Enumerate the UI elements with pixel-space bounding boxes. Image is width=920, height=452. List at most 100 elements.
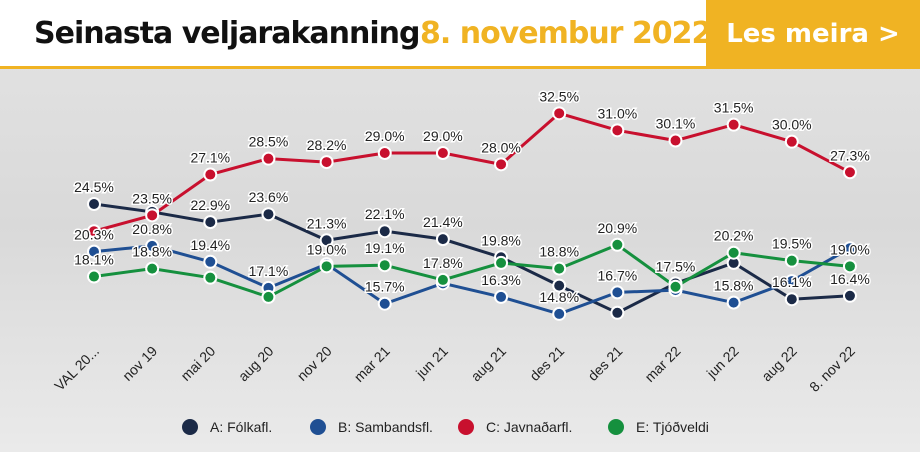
x-tick-label: jun 22	[703, 343, 742, 382]
point	[87, 269, 101, 284]
legend-marker	[608, 419, 624, 435]
labels: 24.5% 22.9% 23.6% 21.3% 22.1% 21.4% 19.8% 17.5%…	[73, 87, 872, 307]
value-label: 23.6%	[249, 189, 289, 205]
x-tick-label: mai 20	[177, 343, 218, 384]
x-tick-label: nov 19	[119, 343, 160, 384]
value-label: 21.3%	[307, 215, 347, 231]
point	[435, 272, 450, 287]
value-label: 20.8%	[132, 221, 172, 237]
legend-label: E: Tjóðveldi	[636, 419, 709, 435]
value-label: 27.3%	[830, 147, 870, 163]
point	[377, 146, 392, 160]
point	[377, 224, 392, 239]
point	[610, 285, 625, 300]
point	[145, 238, 160, 253]
point	[203, 254, 218, 269]
read-more-button[interactable]: Les meira >	[706, 0, 920, 69]
x-tick-label: des 21	[584, 343, 625, 384]
point	[494, 289, 509, 304]
series-line	[93, 243, 851, 299]
legend-label: B: Sambandsfl.	[338, 419, 433, 435]
x-tick-label: nov 20	[294, 343, 335, 384]
point	[610, 123, 625, 138]
point	[377, 296, 392, 311]
x-tick-label: 8. nov 22	[806, 343, 858, 395]
point	[145, 261, 160, 276]
value-label: 19.8%	[481, 232, 521, 248]
point	[668, 133, 683, 148]
value-label: 16.4%	[830, 271, 870, 287]
value-label: 15.7%	[365, 279, 405, 295]
point	[842, 165, 857, 180]
point	[552, 306, 567, 321]
point	[784, 134, 799, 149]
value-label: 19.4%	[190, 237, 230, 253]
x-tick-label: aug 20	[235, 343, 277, 385]
x-tick-label: aug 21	[468, 343, 510, 385]
value-label: 28.0%	[481, 139, 521, 155]
point	[203, 215, 218, 230]
header: Seinasta veljarakanning 8. novembur 2022…	[0, 0, 920, 69]
value-label: 22.9%	[190, 197, 230, 213]
value-label: 29.0%	[423, 128, 463, 144]
value-label: 19.0%	[307, 241, 347, 257]
point	[435, 232, 450, 247]
point	[552, 106, 567, 121]
series-line	[93, 111, 851, 233]
point	[842, 241, 857, 256]
point	[610, 237, 625, 252]
series-line	[93, 244, 851, 316]
value-label: 28.5%	[249, 134, 289, 150]
date: 8. novembur 2022	[420, 16, 712, 51]
value-label: 17.1%	[249, 263, 289, 279]
series-line	[93, 202, 851, 315]
value-label: 19.1%	[365, 240, 405, 256]
x-tick-label: jun 21	[412, 343, 451, 382]
point	[87, 197, 101, 211]
point	[87, 224, 101, 239]
value-label: 20.9%	[597, 220, 637, 236]
value-label: 19.0%	[830, 241, 870, 257]
value-label: 30.1%	[656, 116, 696, 132]
points	[87, 106, 857, 321]
value-label: 22.1%	[365, 206, 405, 222]
legend-marker	[458, 419, 474, 435]
point	[726, 295, 741, 310]
point	[494, 157, 509, 172]
value-label: 16.1%	[772, 274, 812, 290]
x-tick-label: des 21	[526, 343, 567, 384]
value-label: 20.2%	[714, 228, 754, 244]
point	[319, 233, 334, 248]
value-label: 16.3%	[481, 272, 521, 288]
value-label: 15.8%	[714, 278, 754, 294]
value-label: 32.5%	[539, 88, 579, 104]
value-label: 18.8%	[539, 244, 579, 260]
point	[261, 289, 276, 304]
point	[842, 288, 857, 303]
point	[87, 244, 101, 259]
point	[319, 259, 334, 274]
value-label: 21.4%	[423, 214, 463, 230]
value-label: 19.5%	[772, 236, 812, 252]
point	[261, 151, 276, 166]
value-label: 30.0%	[772, 117, 812, 133]
x-tick-label: mar 22	[641, 343, 683, 385]
point	[203, 270, 218, 285]
value-label: 27.1%	[190, 150, 230, 166]
legend-label: C: Javnaðarfl.	[486, 419, 572, 435]
x-tick-label: aug 22	[758, 343, 800, 385]
value-label: 20.3%	[74, 227, 114, 243]
point	[261, 207, 276, 222]
value-label: 31.0%	[597, 105, 637, 121]
point	[784, 274, 799, 289]
legend-marker	[310, 419, 326, 435]
title: Seinasta veljarakanning	[34, 16, 421, 51]
point	[784, 253, 799, 268]
point	[726, 117, 741, 132]
lines	[93, 111, 851, 316]
point	[377, 258, 392, 273]
value-label: 24.5%	[74, 179, 114, 195]
point	[494, 255, 509, 270]
